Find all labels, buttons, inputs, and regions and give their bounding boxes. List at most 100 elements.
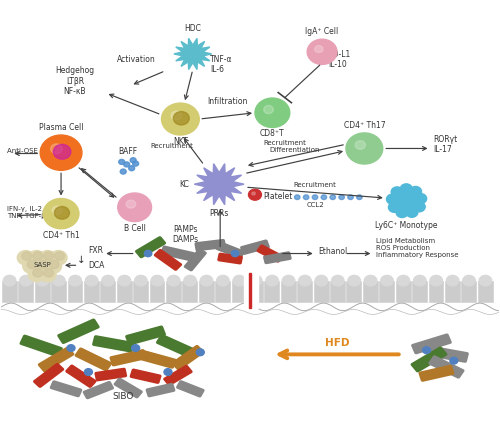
Circle shape bbox=[118, 193, 152, 222]
Bar bbox=[84, 281, 99, 302]
Circle shape bbox=[164, 369, 172, 375]
FancyBboxPatch shape bbox=[216, 241, 245, 259]
Bar bbox=[182, 281, 198, 302]
FancyBboxPatch shape bbox=[94, 368, 127, 382]
Circle shape bbox=[332, 275, 344, 286]
Circle shape bbox=[248, 189, 262, 200]
Circle shape bbox=[50, 144, 62, 154]
Text: TNF-α
IL-6: TNF-α IL-6 bbox=[210, 55, 233, 74]
Text: Ethanol: Ethanol bbox=[318, 247, 348, 255]
Circle shape bbox=[52, 275, 65, 286]
Circle shape bbox=[282, 275, 295, 286]
FancyBboxPatch shape bbox=[146, 383, 176, 397]
Circle shape bbox=[32, 269, 42, 277]
Circle shape bbox=[312, 195, 318, 200]
FancyBboxPatch shape bbox=[176, 380, 204, 398]
Circle shape bbox=[54, 252, 64, 260]
Bar bbox=[2, 281, 17, 302]
Circle shape bbox=[18, 250, 34, 265]
Circle shape bbox=[171, 111, 181, 120]
Bar bbox=[264, 281, 280, 302]
FancyBboxPatch shape bbox=[410, 346, 448, 373]
Text: PAMPs
DAMPs: PAMPs DAMPs bbox=[172, 225, 199, 244]
Bar bbox=[34, 281, 50, 302]
Bar bbox=[18, 281, 33, 302]
Circle shape bbox=[266, 275, 278, 286]
Text: CD4⁺ Th1: CD4⁺ Th1 bbox=[42, 231, 80, 240]
Circle shape bbox=[32, 252, 42, 260]
Circle shape bbox=[4, 275, 16, 286]
Circle shape bbox=[44, 269, 54, 277]
Text: Activation: Activation bbox=[117, 55, 156, 63]
Circle shape bbox=[216, 275, 229, 286]
Circle shape bbox=[397, 275, 409, 286]
FancyBboxPatch shape bbox=[160, 245, 196, 261]
Circle shape bbox=[43, 198, 79, 229]
Circle shape bbox=[23, 259, 40, 273]
Text: CD4⁺ Th17: CD4⁺ Th17 bbox=[344, 121, 385, 130]
Circle shape bbox=[232, 250, 239, 257]
Circle shape bbox=[315, 275, 328, 286]
FancyBboxPatch shape bbox=[92, 335, 134, 352]
Circle shape bbox=[44, 252, 54, 260]
Circle shape bbox=[200, 275, 212, 286]
Circle shape bbox=[86, 275, 98, 286]
FancyBboxPatch shape bbox=[74, 347, 112, 371]
Circle shape bbox=[348, 275, 360, 286]
FancyBboxPatch shape bbox=[33, 363, 64, 388]
Bar bbox=[68, 281, 82, 302]
Circle shape bbox=[132, 345, 140, 352]
FancyBboxPatch shape bbox=[65, 365, 96, 388]
Text: Recruitment: Recruitment bbox=[264, 140, 306, 146]
Circle shape bbox=[294, 195, 300, 200]
Circle shape bbox=[307, 39, 337, 64]
Circle shape bbox=[339, 195, 344, 200]
Circle shape bbox=[134, 275, 147, 286]
FancyBboxPatch shape bbox=[411, 333, 452, 354]
FancyBboxPatch shape bbox=[135, 236, 166, 258]
Circle shape bbox=[410, 187, 422, 197]
Text: ↓: ↓ bbox=[76, 255, 86, 265]
Text: IgA⁺ Cell: IgA⁺ Cell bbox=[306, 27, 338, 36]
Circle shape bbox=[102, 275, 115, 286]
Text: Platelet: Platelet bbox=[264, 192, 293, 201]
Circle shape bbox=[304, 195, 309, 200]
Bar bbox=[281, 281, 295, 302]
FancyBboxPatch shape bbox=[38, 346, 74, 372]
FancyBboxPatch shape bbox=[82, 381, 114, 399]
Text: SASP: SASP bbox=[34, 262, 51, 268]
FancyBboxPatch shape bbox=[184, 248, 207, 272]
Circle shape bbox=[132, 161, 138, 166]
Circle shape bbox=[38, 260, 48, 269]
Bar bbox=[412, 281, 427, 302]
Circle shape bbox=[346, 133, 383, 164]
Text: DCA: DCA bbox=[88, 261, 105, 270]
FancyBboxPatch shape bbox=[114, 378, 143, 398]
Circle shape bbox=[52, 206, 62, 214]
Circle shape bbox=[28, 267, 45, 282]
Circle shape bbox=[36, 275, 48, 286]
Bar bbox=[478, 281, 492, 302]
Circle shape bbox=[264, 105, 274, 114]
Circle shape bbox=[168, 275, 180, 286]
Circle shape bbox=[255, 98, 290, 127]
Bar bbox=[133, 281, 148, 302]
Polygon shape bbox=[174, 38, 212, 69]
Circle shape bbox=[39, 250, 56, 265]
Circle shape bbox=[144, 250, 152, 257]
Circle shape bbox=[50, 250, 67, 265]
Circle shape bbox=[126, 200, 136, 208]
FancyBboxPatch shape bbox=[140, 350, 176, 369]
Circle shape bbox=[391, 187, 403, 197]
Circle shape bbox=[22, 252, 32, 260]
Bar bbox=[100, 281, 116, 302]
Circle shape bbox=[298, 275, 311, 286]
Text: KC: KC bbox=[180, 180, 190, 189]
FancyBboxPatch shape bbox=[154, 249, 182, 271]
Bar bbox=[244, 270, 258, 308]
Circle shape bbox=[20, 275, 32, 286]
Circle shape bbox=[250, 275, 262, 286]
Bar bbox=[445, 281, 460, 302]
Circle shape bbox=[364, 275, 377, 286]
Bar bbox=[215, 281, 230, 302]
